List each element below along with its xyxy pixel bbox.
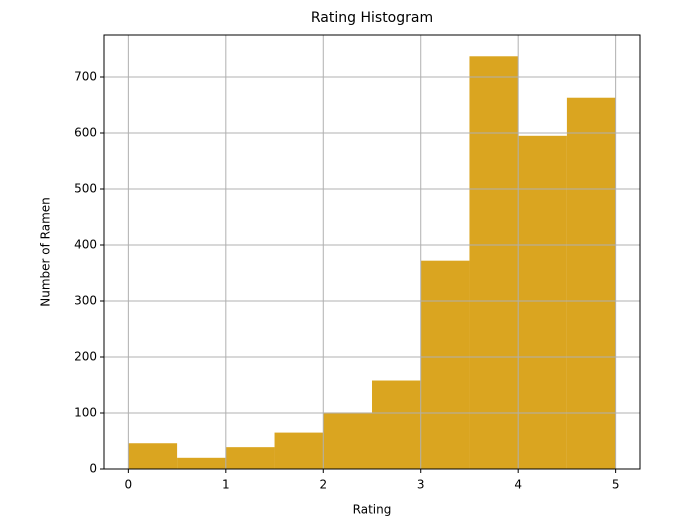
- plot-frame: [103, 34, 641, 470]
- y-tick-label: 400: [74, 238, 97, 252]
- y-tick-label: 200: [74, 350, 97, 364]
- bar: [372, 380, 421, 469]
- x-tick-label: 2: [319, 478, 327, 492]
- y-tick-label: 100: [74, 406, 97, 420]
- y-tick-label: 300: [74, 294, 97, 308]
- y-axis-label: Number of Ramen: [39, 197, 53, 307]
- x-tick-label: 4: [514, 478, 522, 492]
- bar: [323, 412, 372, 469]
- y-tick-label: 700: [74, 70, 97, 84]
- bar: [420, 260, 470, 469]
- y-tick-label: 600: [74, 126, 97, 140]
- x-tick-label: 0: [125, 478, 133, 492]
- y-tick-label: 0: [89, 462, 97, 476]
- x-axis-label: Rating: [353, 503, 392, 517]
- bar: [128, 443, 178, 469]
- bar: [566, 97, 616, 469]
- x-tick-label: 5: [612, 478, 620, 492]
- bar: [469, 56, 519, 469]
- x-tick-label: 1: [222, 478, 230, 492]
- chart-title: Rating Histogram: [311, 10, 433, 26]
- x-tick-label: 3: [417, 478, 425, 492]
- bar: [225, 447, 275, 469]
- bar: [177, 457, 226, 469]
- bar: [518, 135, 567, 470]
- bar: [274, 432, 324, 469]
- y-tick-label: 500: [74, 182, 97, 196]
